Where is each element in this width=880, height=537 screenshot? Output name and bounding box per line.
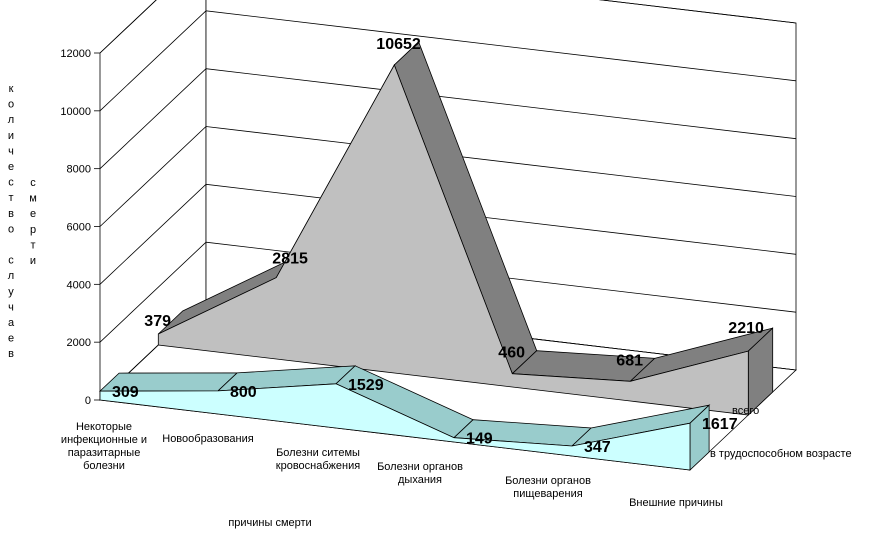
- y-tick-label: 8000: [67, 164, 91, 176]
- y-title-letter: а: [8, 317, 15, 329]
- y-title-letter: т: [30, 239, 35, 251]
- y-title-letter: о: [8, 223, 14, 235]
- gridline: [99, 241, 797, 343]
- y-title-letter: ч: [8, 301, 14, 313]
- y-title-letter: к: [9, 83, 14, 95]
- x-axis-title: причины смерти: [228, 517, 311, 529]
- gridline: [99, 10, 797, 112]
- data-label-total: 10652: [376, 36, 421, 53]
- y-title-letter: л: [8, 114, 14, 126]
- y-title-letter: о: [8, 99, 14, 111]
- y-tick-label: 4000: [67, 279, 91, 291]
- data-label-working-age: 800: [230, 384, 257, 401]
- y-tick-label: 2000: [67, 337, 91, 349]
- y-tick-label: 6000: [67, 222, 91, 234]
- category-label: Внешние причины: [629, 497, 723, 509]
- area-front-face: [99, 383, 691, 471]
- category-labels: Некоторые инфекционные и паразитарные болез…: [61, 421, 723, 509]
- y-title-letter: е: [8, 161, 14, 173]
- y-title-letter: с: [30, 177, 36, 189]
- y-title-letter: е: [8, 333, 14, 345]
- category-label: Новообразования: [162, 433, 254, 445]
- series-axis-label: всего: [732, 405, 759, 417]
- data-labels: 379 2815 10652 460 681 2210 309 800 1529 149 347 16…: [112, 36, 764, 456]
- y-tick-label: 0: [85, 395, 91, 407]
- data-label-total: 2815: [272, 251, 308, 268]
- y-title-letter: с: [8, 177, 14, 189]
- y-title-letter: в: [8, 208, 14, 220]
- category-label: Болезни органов дыхания: [377, 461, 463, 486]
- y-tick-label: 12000: [60, 48, 91, 60]
- data-label-total: 460: [498, 345, 525, 362]
- y-title-letter: у: [8, 286, 14, 298]
- series-axis-label: в трудоспособном возрасте: [710, 448, 852, 460]
- gridline: [99, 126, 797, 227]
- y-tick-label: 10000: [60, 106, 91, 118]
- gridline: [99, 68, 797, 169]
- y-title-letter: л: [8, 270, 14, 282]
- y-title-letter: в: [8, 348, 14, 360]
- gridline: [99, 0, 797, 54]
- area-front-face: [157, 64, 749, 416]
- data-label-total: 681: [616, 352, 643, 369]
- data-label-working-age: 347: [584, 439, 611, 456]
- series-total: [157, 41, 774, 416]
- data-label-working-age: 149: [466, 431, 493, 448]
- data-label-total: 2210: [728, 320, 764, 337]
- series-working-age: [98, 365, 711, 471]
- series-axis-labels: в трудоспособном возрасте всего: [710, 405, 852, 460]
- gridlines: [94, 0, 797, 401]
- data-label-total: 379: [144, 313, 171, 330]
- y-title-letter: и: [30, 255, 36, 267]
- y-title-letter: с: [8, 255, 14, 267]
- data-label-working-age: 1529: [348, 377, 384, 394]
- gridline: [99, 183, 797, 285]
- y-axis-ticks: 0 2000 4000 6000 8000 10000 12000: [60, 48, 91, 407]
- category-label: Болезни ситемы кровоснабжения: [276, 447, 360, 472]
- y-title-letter: р: [30, 224, 36, 236]
- y-title-letter: т: [8, 192, 13, 204]
- data-label-working-age: 1617: [702, 416, 738, 433]
- y-title-letter: м: [29, 193, 37, 205]
- y-title-letter: е: [30, 208, 36, 220]
- y-title-letter: ч: [8, 145, 14, 157]
- category-label: Болезни органов пищеварения: [505, 475, 591, 500]
- data-label-working-age: 309: [112, 384, 139, 401]
- category-label: Некоторые инфекционные и паразитарные болез…: [61, 421, 147, 472]
- y-title-letter: и: [8, 130, 14, 142]
